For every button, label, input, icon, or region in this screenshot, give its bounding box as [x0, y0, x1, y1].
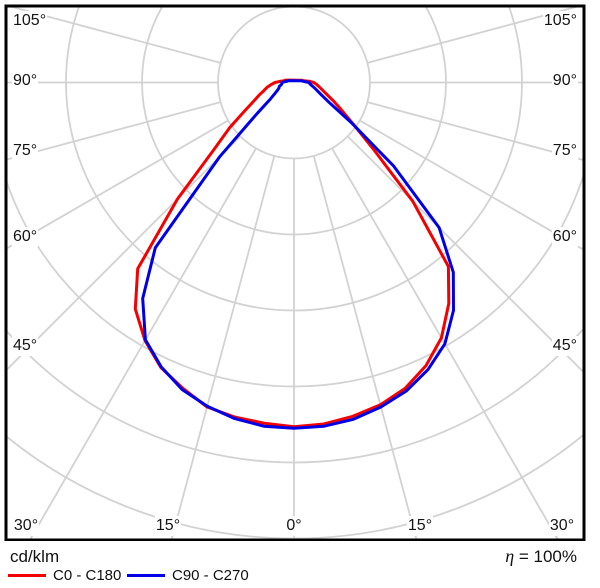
eta-symbol: η	[505, 546, 515, 566]
curve-c0-c180	[133, 78, 451, 429]
legend-line-blue-icon	[127, 574, 165, 577]
efficiency-value: = 100%	[518, 547, 577, 566]
legend-line-red-icon	[8, 574, 46, 577]
curve-c90-c270	[141, 79, 455, 430]
plot-border	[4, 4, 586, 542]
units-label: cd/klm	[10, 547, 60, 566]
efficiency-label: η = 100%	[505, 546, 577, 567]
legend-item-c0-c180: C0 - C180	[8, 567, 121, 584]
chart-footer: cd/klm C0 - C180 C90 - C270 η = 100%	[0, 541, 600, 588]
legend-item-c90-c270: C90 - C270	[127, 567, 249, 584]
legend-label-c0-c180: C0 - C180	[53, 567, 122, 584]
legend-label-c90-c270: C90 - C270	[172, 567, 249, 584]
